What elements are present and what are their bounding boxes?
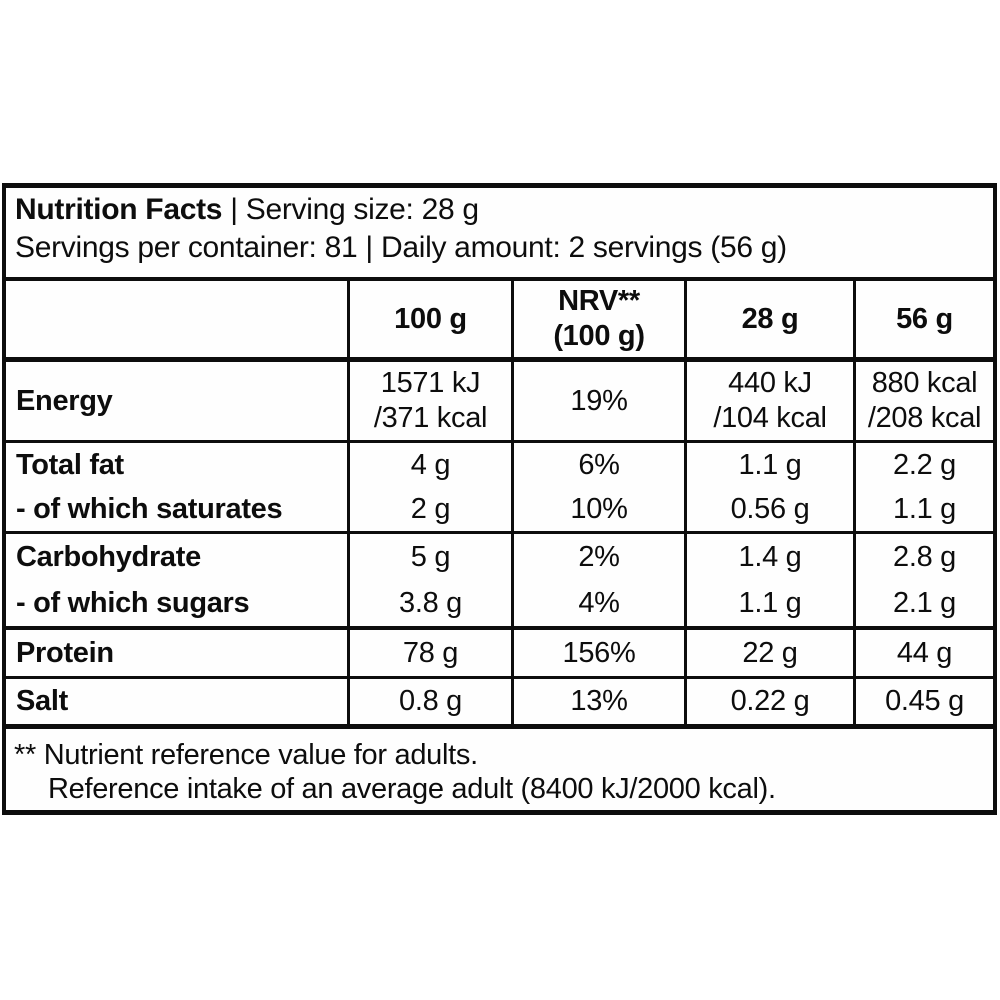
protein-label: Protein: [16, 636, 114, 669]
column-header-row: 100 g NRV** (100 g) 28 g 56 g: [6, 281, 993, 357]
saturates-28g-value: 0.56 g: [684, 487, 853, 531]
total-fat-nrv-value: 6%: [511, 443, 684, 487]
column-header-28g: 28 g: [684, 281, 853, 357]
fat-group: Total fat 4 g 6% 1.1 g 2.2 g - of which …: [6, 443, 993, 531]
nutrition-label: Nutrition Facts | Serving size: 28 g Ser…: [2, 183, 997, 815]
divider: [6, 724, 993, 729]
column-header-nrv-line1: NRV**: [558, 285, 640, 317]
energy-56g-value: 880 kcal/208 kcal: [853, 362, 993, 440]
energy-28g-value: 440 kJ/104 kcal: [684, 362, 853, 440]
header-serving-size: | Serving size: 28 g: [222, 193, 479, 226]
protein-row: Protein 78 g 156% 22 g 44 g: [6, 630, 993, 676]
divider: [6, 277, 993, 281]
carbohydrate-nrv-value: 2%: [511, 534, 684, 580]
salt-label: Salt: [16, 685, 68, 717]
sugars-28g-value: 1.1 g: [684, 580, 853, 626]
carbohydrate-56g-value: 2.8 g: [853, 534, 993, 580]
total-fat-28g-value: 1.1 g: [684, 443, 853, 487]
column-header-nrv-line2: (100 g): [553, 320, 645, 352]
sugars-56g-value: 2.1 g: [853, 580, 993, 626]
saturates-label: - of which saturates: [16, 492, 283, 525]
salt-nrv-value: 13%: [511, 679, 684, 724]
column-header-100g: 100 g: [347, 281, 511, 357]
total-fat-100g-value: 4 g: [347, 443, 511, 487]
protein-100g-value: 78 g: [347, 630, 511, 676]
footnote-line-1: ** Nutrient reference value for adults.: [14, 739, 478, 771]
carbohydrate-group: Carbohydrate 5 g 2% 1.4 g 2.8 g - of whi…: [6, 534, 993, 626]
energy-100g-value: 1571 kJ/371 kcal: [347, 362, 511, 440]
divider: [6, 626, 993, 630]
salt-28g-value: 0.22 g: [684, 679, 853, 724]
column-header-56g: 56 g: [853, 281, 993, 357]
saturates-nrv-value: 10%: [511, 487, 684, 531]
energy-56g-kcal2: /208 kcal: [867, 402, 982, 434]
header-title: Nutrition Facts: [15, 193, 223, 226]
divider: [6, 440, 993, 443]
energy-28g-kcal: /104 kcal: [713, 402, 827, 434]
saturates-100g-value: 2 g: [347, 487, 511, 531]
energy-28g-kj: 440 kJ: [728, 367, 812, 399]
energy-label: Energy: [16, 384, 113, 417]
label-header-box: Nutrition Facts | Serving size: 28 g Ser…: [6, 188, 993, 277]
protein-nrv-value: 156%: [511, 630, 684, 676]
energy-56g-kcal1: 880 kcal: [871, 367, 978, 399]
protein-28g-value: 22 g: [684, 630, 853, 676]
carbohydrate-100g-value: 5 g: [347, 534, 511, 580]
footnote-box: ** Nutrient reference value for adults. …: [6, 729, 993, 810]
footnote-line-2: Reference intake of an average adult (84…: [48, 773, 776, 805]
energy-nrv-value: 19%: [511, 362, 684, 440]
sugars-100g-value: 3.8 g: [347, 580, 511, 626]
column-header-blank: [6, 281, 347, 357]
total-fat-56g-value: 2.2 g: [853, 443, 993, 487]
divider: [6, 676, 993, 679]
energy-100g-kcal: /371 kcal: [373, 402, 488, 434]
carbohydrate-28g-value: 1.4 g: [684, 534, 853, 580]
salt-56g-value: 0.45 g: [853, 679, 993, 724]
sugars-label: - of which sugars: [16, 586, 250, 619]
divider: [6, 357, 993, 362]
divider: [6, 531, 993, 534]
energy-100g-kj: 1571 kJ: [380, 367, 481, 399]
total-fat-label: Total fat: [16, 448, 124, 481]
header-line-1: Nutrition Facts | Serving size: 28 g: [15, 191, 985, 229]
sugars-nrv-value: 4%: [511, 580, 684, 626]
salt-100g-value: 0.8 g: [347, 679, 511, 724]
carbohydrate-label: Carbohydrate: [16, 540, 201, 573]
column-header-nrv: NRV** (100 g): [511, 281, 684, 357]
salt-row: Salt 0.8 g 13% 0.22 g 0.45 g: [6, 679, 993, 724]
saturates-56g-value: 1.1 g: [853, 487, 993, 531]
energy-row: Energy 1571 kJ/371 kcal 19% 440 kJ/104 k…: [6, 362, 993, 440]
protein-56g-value: 44 g: [853, 630, 993, 676]
header-servings-line: Servings per container: 81 | Daily amoun…: [15, 231, 787, 264]
